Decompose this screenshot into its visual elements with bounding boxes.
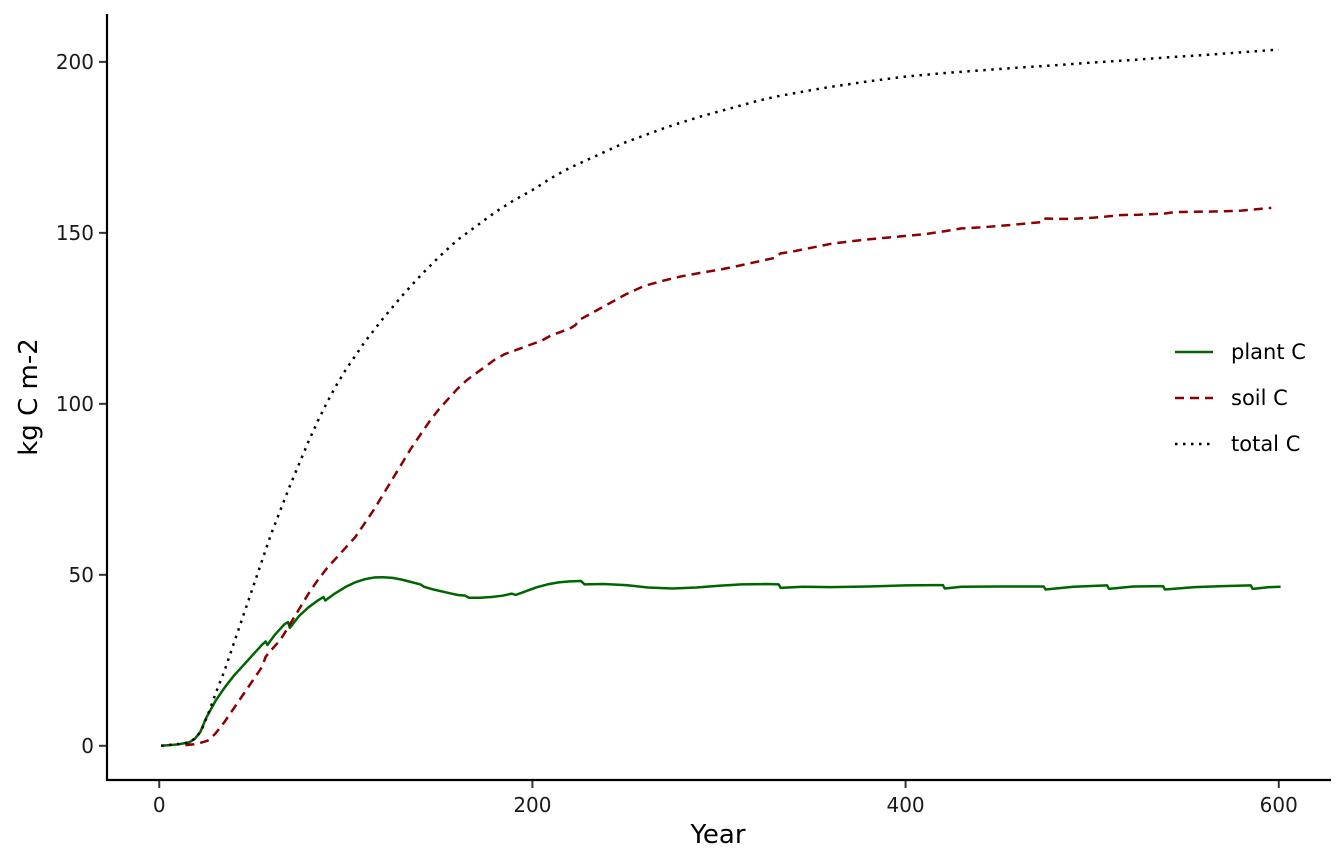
ticks-layer: 0 200 400 600 0 50 100 150 200 bbox=[56, 50, 1298, 817]
legend-label-soil-c: soil C bbox=[1231, 386, 1288, 410]
x-tick-label: 400 bbox=[886, 793, 924, 817]
y-tick-label: 100 bbox=[56, 392, 94, 416]
series-line-soil-c bbox=[185, 206, 1272, 747]
y-tick-label: 150 bbox=[56, 221, 94, 245]
x-tick-label: 0 bbox=[153, 793, 166, 817]
legend-label-total-c: total C bbox=[1231, 432, 1300, 456]
x-axis-title: Year bbox=[689, 820, 745, 850]
x-tick-label: 600 bbox=[1260, 793, 1298, 817]
x-tick-label: 200 bbox=[513, 793, 551, 817]
legend: plant C soil C total C bbox=[1175, 340, 1306, 456]
series-layer bbox=[160, 48, 1281, 748]
legend-label-plant-c: plant C bbox=[1231, 340, 1306, 364]
y-tick-label: 200 bbox=[56, 50, 94, 74]
y-tick-label: 0 bbox=[81, 734, 94, 758]
axes-layer bbox=[105, 14, 1331, 782]
series-line-total-c bbox=[160, 48, 1279, 748]
y-tick-label: 50 bbox=[69, 563, 94, 587]
series-line-plant-c bbox=[161, 575, 1281, 748]
y-axis-title: kg C m-2 bbox=[14, 338, 44, 456]
